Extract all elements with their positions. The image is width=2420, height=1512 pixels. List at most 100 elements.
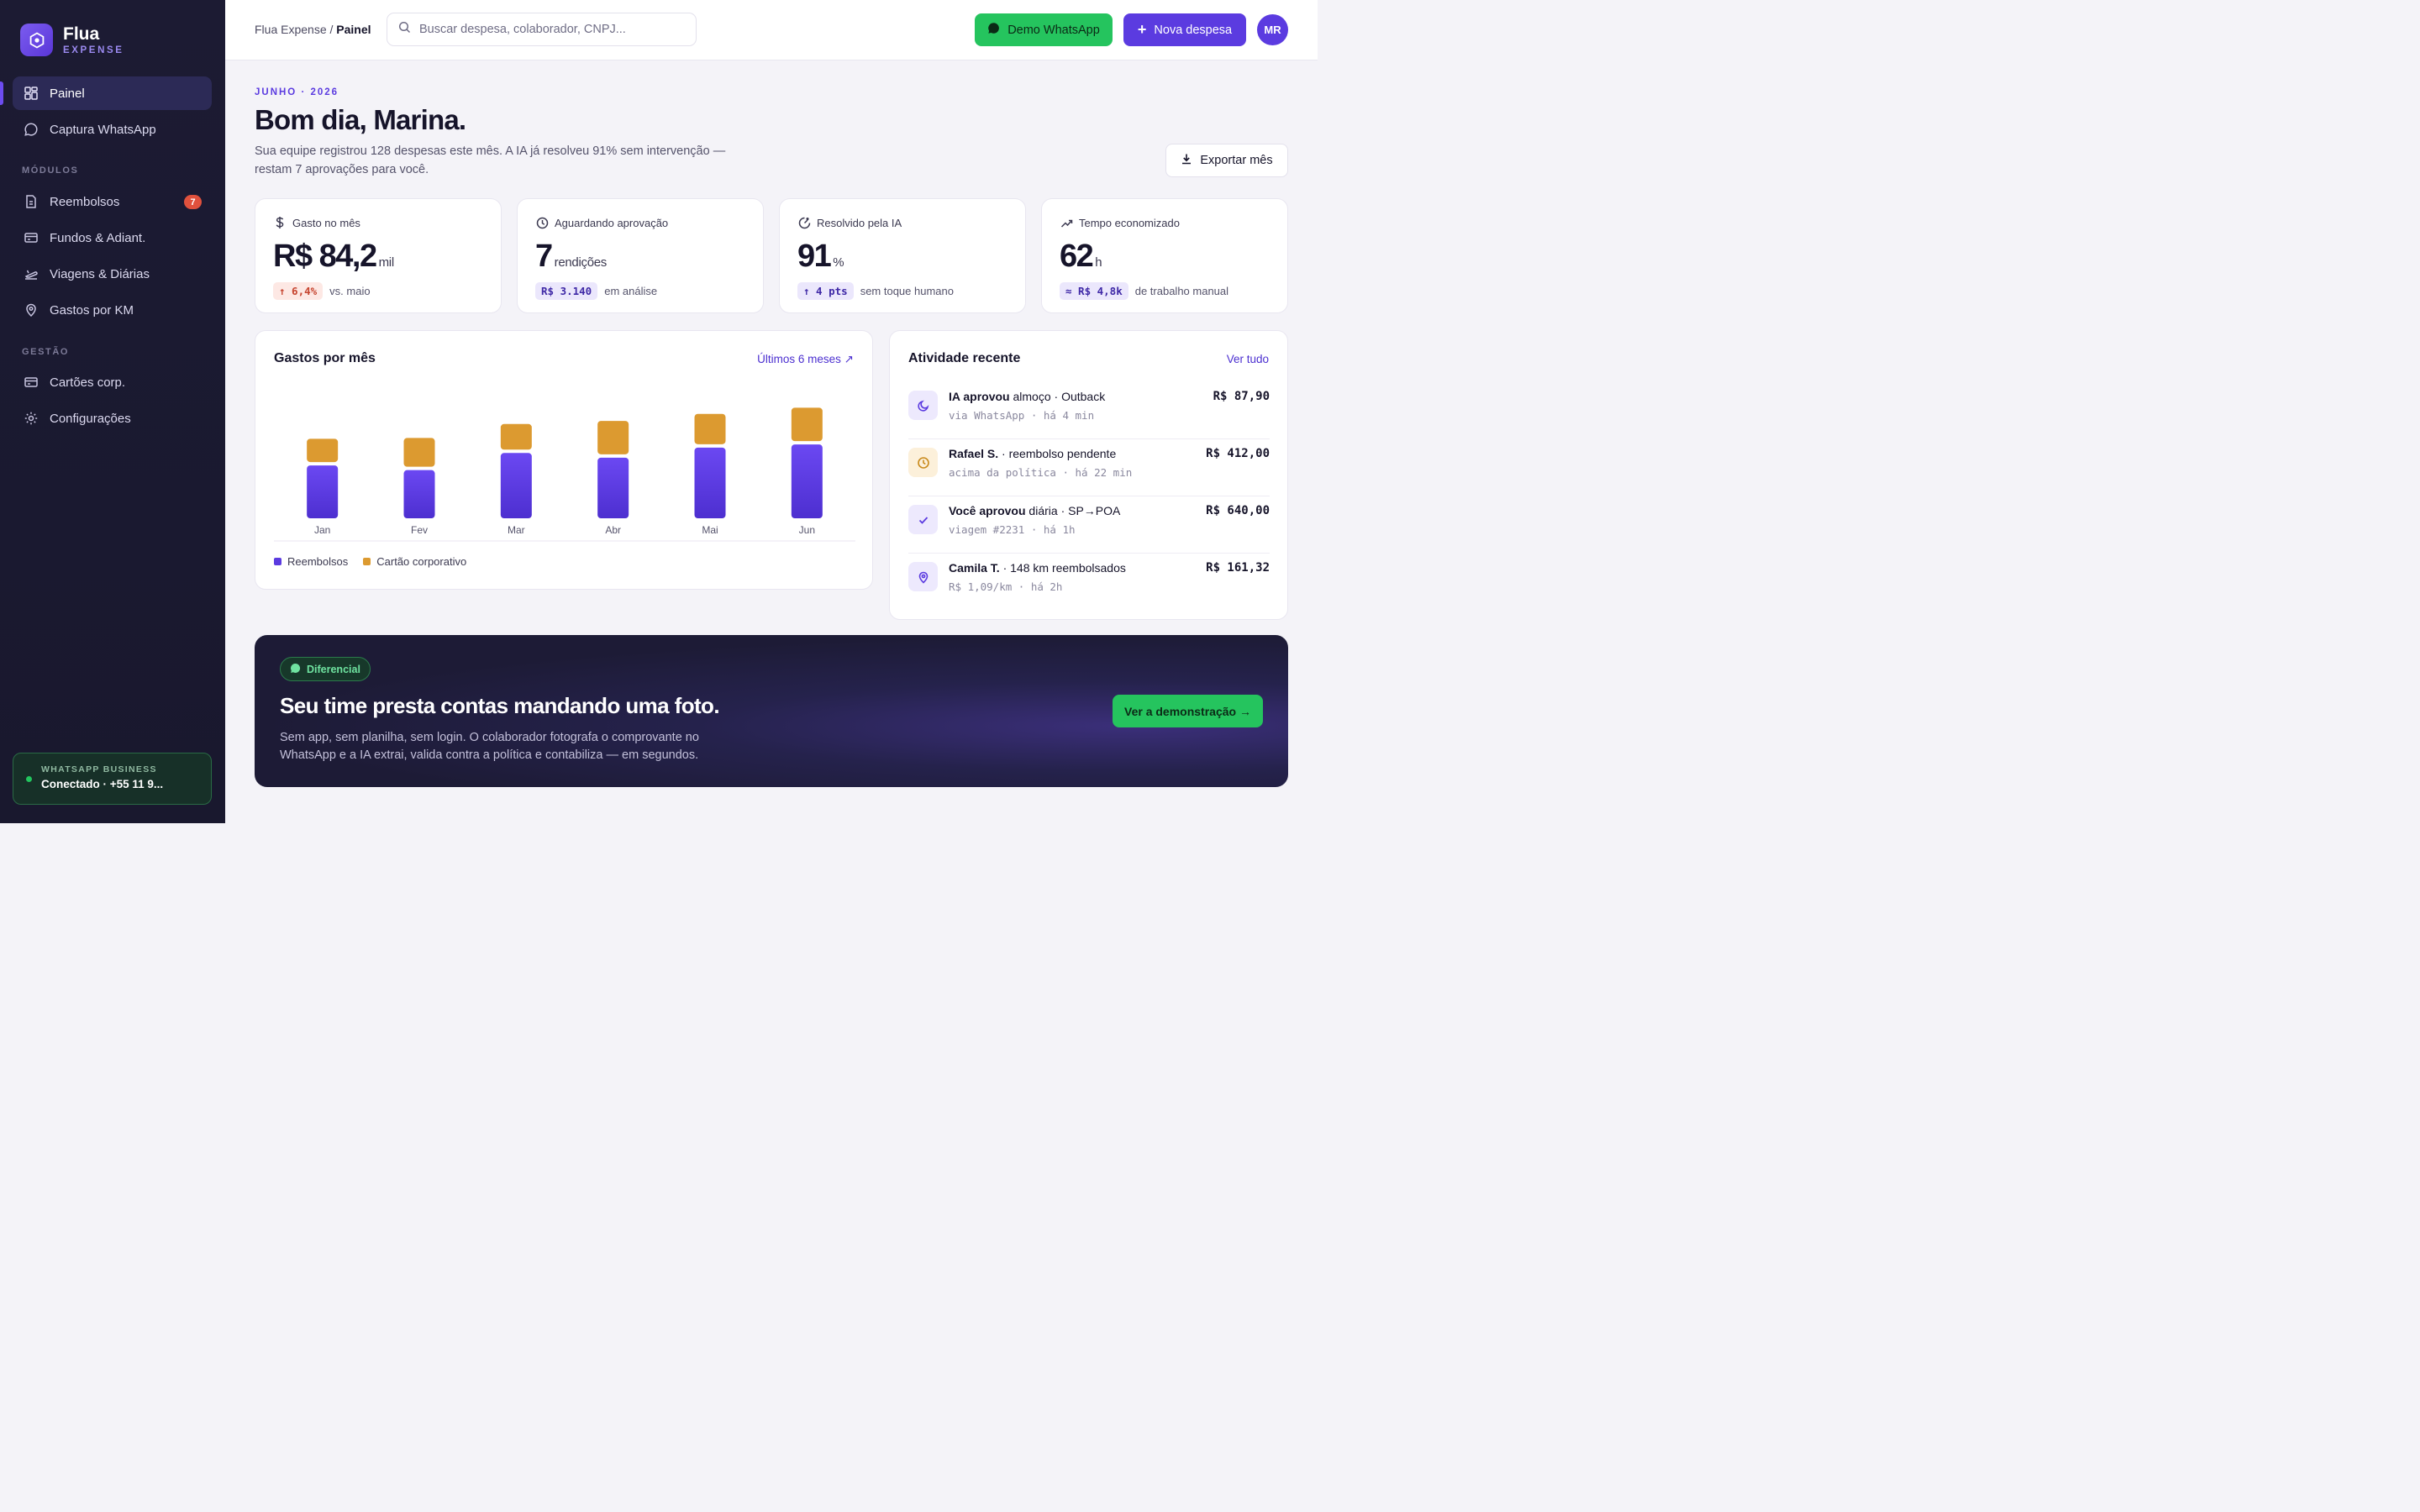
- clock-icon: [535, 216, 549, 229]
- activity-description: Camila T. · 148 km reembolsados: [949, 561, 1126, 575]
- sidebar-item-fundos[interactable]: Fundos & Adiant.: [13, 221, 212, 255]
- chart-period-link[interactable]: Últimos 6 meses ↗: [757, 353, 854, 365]
- bar-cartao-mar[interactable]: [500, 423, 532, 450]
- activity-row[interactable]: Você aprovou diária · SP→POA viagem #223…: [908, 496, 1270, 554]
- kpi-chip: ≈ R$ 4,8k: [1060, 282, 1128, 300]
- kpi-card-aguardando[interactable]: Aguardando aprovação 7 rendições R$ 3.14…: [517, 198, 764, 313]
- period-eyebrow: JUNHO · 2026: [255, 87, 339, 97]
- breadcrumb: Flua Expense / Painel: [255, 23, 371, 36]
- brand-logo-icon: [20, 24, 53, 56]
- kpi-value: R$ 84,2: [273, 239, 377, 274]
- kpi-footnote: em análise: [604, 285, 658, 297]
- see-all-link[interactable]: Ver tudo: [1226, 353, 1269, 365]
- search-box[interactable]: [387, 13, 697, 46]
- demo-whatsapp-button[interactable]: Demo WhatsApp: [975, 13, 1113, 46]
- sidebar-item-viagens[interactable]: Viagens & Diárias: [13, 257, 212, 291]
- bar-cartao-mai[interactable]: [694, 413, 726, 444]
- search-icon: [398, 21, 411, 38]
- promo-badge-label: Diferencial: [307, 663, 360, 675]
- activity-description: Rafael S. · reembolso pendente: [949, 447, 1116, 460]
- chart-title: Gastos por mês: [274, 351, 376, 365]
- activity-row[interactable]: Camila T. · 148 km reembolsados R$ 1,09/…: [908, 554, 1270, 611]
- sidebar-item-reembolsos[interactable]: Reembolsos 7: [13, 185, 212, 218]
- kpi-value: 91: [797, 239, 832, 274]
- activity-meta: acima da política · há 22 min: [949, 466, 1133, 479]
- search-input[interactable]: [419, 23, 688, 36]
- pin-icon: [24, 302, 39, 318]
- sidebar-item-configuracoes[interactable]: Configurações: [13, 402, 212, 435]
- kpi-unit: rendições: [554, 255, 608, 270]
- recent-activity-card: Atividade recente Ver tudo IA aprovou al…: [889, 330, 1288, 620]
- legend-label: Reembolsos: [287, 555, 349, 568]
- kpi-chip: ↑ 4 pts: [797, 282, 854, 300]
- bar-cartao-jan[interactable]: [307, 438, 339, 463]
- whatsapp-connection-card[interactable]: WHATSAPP BUSINESS Conectado · +55 11 9..…: [13, 753, 212, 805]
- view-demo-button[interactable]: Ver a demonstração →: [1113, 695, 1263, 727]
- breadcrumb-current: Painel: [336, 23, 371, 36]
- new-expense-button[interactable]: + Nova despesa: [1123, 13, 1246, 46]
- whatsapp-icon: [290, 663, 301, 676]
- bar-reembolsos-jun[interactable]: [791, 444, 823, 518]
- kpi-card-tempo[interactable]: Tempo economizado 62 h ≈ R$ 4,8k de trab…: [1041, 198, 1288, 313]
- sidebar-item-label: Fundos & Adiant.: [50, 230, 146, 245]
- legend-label: Cartão corporativo: [376, 555, 467, 568]
- bar-cartao-jun[interactable]: [791, 407, 823, 442]
- activity-detail: almoço · Outback: [1009, 390, 1106, 403]
- legend-swatch: [274, 558, 281, 565]
- x-tick-label: Jan: [314, 524, 330, 536]
- receipt-icon: [24, 194, 39, 209]
- breadcrumb-root[interactable]: Flua Expense /: [255, 23, 334, 36]
- demo-whatsapp-label: Demo WhatsApp: [1007, 23, 1100, 37]
- activity-description: Você aprovou diária · SP→POA: [949, 504, 1120, 517]
- promo-text: Sem app, sem planilha, sem login. O cola…: [280, 731, 699, 762]
- sidebar-item-gastos-km[interactable]: Gastos por KM: [13, 293, 212, 327]
- bar-cartao-abr[interactable]: [597, 421, 629, 454]
- activity-description: IA aprovou almoço · Outback: [949, 390, 1105, 403]
- kpi-card-ia[interactable]: Resolvido pela IA 91 % ↑ 4 pts sem toque…: [779, 198, 1026, 313]
- export-month-button[interactable]: Exportar mês: [1165, 144, 1288, 177]
- moon-icon: [908, 391, 938, 420]
- kpi-title: Gasto no mês: [292, 216, 360, 229]
- sidebar-item-captura-whatsapp[interactable]: Captura WhatsApp: [13, 113, 212, 146]
- bar-reembolsos-mai[interactable]: [694, 447, 726, 518]
- page-subtitle: Sua equipe registrou 128 despesas este m…: [255, 144, 726, 176]
- activity-meta: viagem #2231 · há 1h: [949, 523, 1076, 536]
- clock-icon: [908, 448, 938, 477]
- export-month-label: Exportar mês: [1200, 154, 1273, 167]
- sidebar-item-label: Captura WhatsApp: [50, 122, 156, 137]
- bar-reembolsos-abr[interactable]: [597, 457, 629, 518]
- kpi-card-gasto[interactable]: Gasto no mês R$ 84,2 mil ↑ 6,4% vs. maio: [255, 198, 502, 313]
- brand[interactable]: Flua EXPENSE: [20, 24, 124, 56]
- sidebar-item-cartoes[interactable]: Cartões corp.: [13, 365, 212, 399]
- kpi-footnote: vs. maio: [329, 285, 371, 297]
- kpi-chip: ↑ 6,4%: [273, 282, 324, 300]
- sidebar-item-label: Configurações: [50, 411, 131, 426]
- promo-badge: Diferencial: [280, 657, 371, 681]
- activity-actor: Rafael S.: [949, 447, 999, 460]
- activity-row[interactable]: IA aprovou almoço · Outback via WhatsApp…: [908, 382, 1270, 439]
- monthly-spend-card: Gastos por mês Últimos 6 meses ↗ Jan Fev M…: [255, 330, 873, 590]
- plane-icon: [24, 266, 39, 281]
- grid-icon: [24, 86, 39, 101]
- activity-amount: R$ 640,00: [1206, 504, 1270, 517]
- sidebar-item-painel[interactable]: Painel: [13, 76, 212, 110]
- avatar[interactable]: MR: [1257, 14, 1288, 45]
- legend-swatch: [363, 558, 371, 565]
- whatsapp-business-label: WHATSAPP BUSINESS: [41, 764, 157, 774]
- promo-banner: Diferencial Seu time presta contas manda…: [255, 635, 1288, 787]
- legend-item: Cartão corporativo: [363, 555, 466, 568]
- bar-reembolsos-jan[interactable]: [307, 465, 339, 518]
- x-tick-label: Mai: [702, 524, 718, 536]
- active-indicator: [0, 81, 3, 105]
- bar-reembolsos-fev[interactable]: [403, 470, 435, 518]
- whatsapp-icon: [987, 22, 1000, 38]
- dollar-icon: [273, 216, 287, 229]
- kpi-title: Tempo economizado: [1079, 216, 1180, 229]
- sidebar-item-label: Painel: [50, 86, 85, 101]
- status-dot: [26, 776, 32, 782]
- bar-cartao-fev[interactable]: [403, 438, 435, 467]
- bar-reembolsos-mar[interactable]: [500, 453, 532, 518]
- sidebar-item-label: Reembolsos: [50, 194, 120, 209]
- activity-row[interactable]: Rafael S. · reembolso pendente acima da …: [908, 439, 1270, 496]
- whatsapp-connection-status: Conectado · +55 11 9...: [41, 778, 164, 790]
